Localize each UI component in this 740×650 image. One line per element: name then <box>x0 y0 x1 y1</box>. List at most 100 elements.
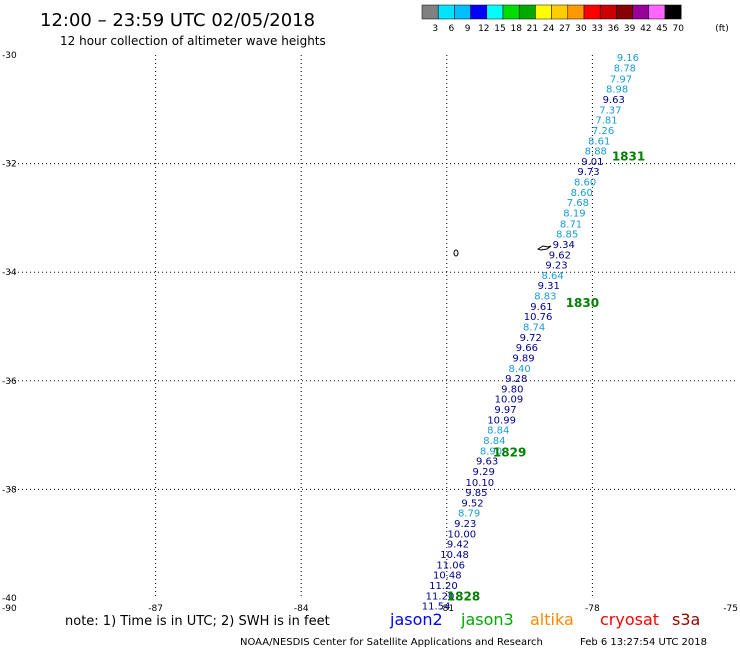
wave-height-value: 8.79 <box>458 509 480 520</box>
wave-height-value: 7.26 <box>592 126 614 137</box>
wave-height-value: 8.84 <box>487 426 509 437</box>
wave-height-value: 11.20 <box>426 591 455 602</box>
wave-height-value: 9.29 <box>473 467 495 478</box>
scale-swatch <box>616 4 633 20</box>
wave-height-value: 10.99 <box>487 415 516 426</box>
scale-label: 30 <box>575 24 587 34</box>
wave-height-value: 8.98 <box>606 85 628 96</box>
lat-tick-label: -36 <box>2 377 17 387</box>
scale-label: 39 <box>624 24 636 34</box>
footer-credit: NOAA/NESDIS Center for Satellite Applica… <box>240 637 543 648</box>
wave-height-value: 7.37 <box>599 105 621 116</box>
lat-tick-label: -32 <box>2 160 17 170</box>
scale-label: 21 <box>527 24 538 34</box>
scale-swatch <box>583 4 601 20</box>
footer-timestamp: Feb 6 13:27:54 UTC 2018 <box>580 637 707 648</box>
satellite-legend-altika: altika <box>530 610 574 629</box>
scale-label: 45 <box>656 24 667 34</box>
scale-swatch <box>518 4 536 20</box>
scale-swatch <box>664 4 682 20</box>
wave-height-value: 9.66 <box>516 343 538 354</box>
map-frame <box>10 55 738 598</box>
footer-note: note: 1) Time is in UTC; 2) SWH is in fe… <box>65 614 330 629</box>
wave-height-value: 9.34 <box>553 240 575 251</box>
wave-height-value: 11.54 <box>422 602 451 613</box>
wave-height-value: 9.23 <box>454 519 476 530</box>
wave-height-value: 8.40 <box>508 364 530 375</box>
lon-tick-label: -90 <box>2 604 17 614</box>
graticule <box>10 55 738 598</box>
lon-tick-label: -81 <box>439 604 454 614</box>
wave-height-value: 8.83 <box>534 292 556 303</box>
scale-swatch <box>502 4 520 20</box>
wave-height-value: 9.28 <box>505 374 527 385</box>
page-title: 12:00 – 23:59 UTC 02/05/2018 <box>40 10 315 31</box>
scale-label: 42 <box>640 24 651 34</box>
wave-height-value: 9.42 <box>447 540 469 551</box>
wave-height-value: 9.52 <box>461 498 483 509</box>
wave-height-value: 9.16 <box>617 53 639 64</box>
wave-height-color-scale: 3 6 9 12 15 18 21 24 27 30 33 36 39 42 45 70 (ft) <box>421 4 729 34</box>
wave-height-value: 9.80 <box>501 384 523 395</box>
pass-time-label: 1831 <box>612 149 645 163</box>
wave-height-value: 8.85 <box>556 230 578 241</box>
wave-height-value: 9.62 <box>549 250 571 261</box>
lon-tick-label: -78 <box>585 604 600 614</box>
wave-height-value: 10.10 <box>465 478 494 489</box>
wave-height-value: 8.78 <box>614 63 636 74</box>
wave-height-value: 8.74 <box>523 323 545 334</box>
scale-label: 27 <box>559 24 570 34</box>
scale-swatch <box>421 4 439 20</box>
wave-height-value: 9.63 <box>476 457 498 468</box>
scale-swatch <box>648 4 666 20</box>
scale-unit: (ft) <box>715 24 729 34</box>
wave-height-value: 7.81 <box>595 116 617 127</box>
lat-tick-label: -40 <box>2 594 17 604</box>
wave-height-value: 8.19 <box>563 208 585 219</box>
wave-height-value: 9.97 <box>494 405 516 416</box>
satellite-legend: jason2 jason3 altika cryosat s3a <box>389 610 700 629</box>
pass-time-label: 1828 <box>447 589 480 603</box>
island-outline <box>536 245 552 251</box>
wave-height-value: 8.90 <box>480 446 502 457</box>
wave-height-value: 10.00 <box>448 529 477 540</box>
wave-height-value: 9.89 <box>512 353 534 364</box>
wave-height-value: 8.61 <box>588 136 610 147</box>
scale-swatch <box>470 4 488 20</box>
scale-swatch <box>551 4 569 20</box>
scale-label: 70 <box>672 24 684 34</box>
wave-height-value: 11.20 <box>429 581 458 592</box>
satellite-legend-cryosat: cryosat <box>600 610 659 629</box>
lat-tick-label: -30 <box>2 51 17 61</box>
pass-time-labels: 1831 1830 1829 1828 <box>447 149 645 603</box>
scale-swatch <box>437 4 455 20</box>
lon-tick-label: -84 <box>294 604 309 614</box>
wave-height-value: 8.88 <box>585 147 607 158</box>
island-outline <box>453 249 459 257</box>
scale-label: 18 <box>510 24 522 34</box>
scale-label: 36 <box>608 24 620 34</box>
scale-swatch <box>567 4 585 20</box>
wave-height-value: 10.09 <box>495 395 524 406</box>
pass-time-label: 1829 <box>493 445 526 459</box>
satellite-legend-jason2: jason2 <box>389 610 443 629</box>
lon-tick-label: -75 <box>723 604 738 614</box>
map-area: -90 -87 -84 -81 -78 -75 -30 -32 -34 -36 -38 -40 9.1… <box>2 51 738 614</box>
scale-label: 15 <box>494 24 505 34</box>
wave-height-value: 9.63 <box>603 95 625 106</box>
lon-tick-label: -87 <box>148 604 163 614</box>
satellite-legend-jason3: jason3 <box>460 610 514 629</box>
wave-height-track: 9.168.787.978.989.637.377.817.268.618.88… <box>422 53 639 612</box>
scale-label: 9 <box>465 24 471 34</box>
wave-height-value: 8.60 <box>574 178 596 189</box>
scale-swatch <box>454 4 471 20</box>
wave-height-value: 8.71 <box>560 219 582 230</box>
scale-label: 12 <box>478 24 489 34</box>
wave-height-value: 8.60 <box>571 188 593 199</box>
wave-height-value: 10.48 <box>433 571 462 582</box>
scale-label: 33 <box>591 24 602 34</box>
wave-height-value: 9.73 <box>577 167 599 178</box>
wave-height-value: 11.06 <box>436 560 465 571</box>
lat-tick-label: -38 <box>2 485 17 495</box>
wave-height-value: 7.68 <box>567 198 589 209</box>
